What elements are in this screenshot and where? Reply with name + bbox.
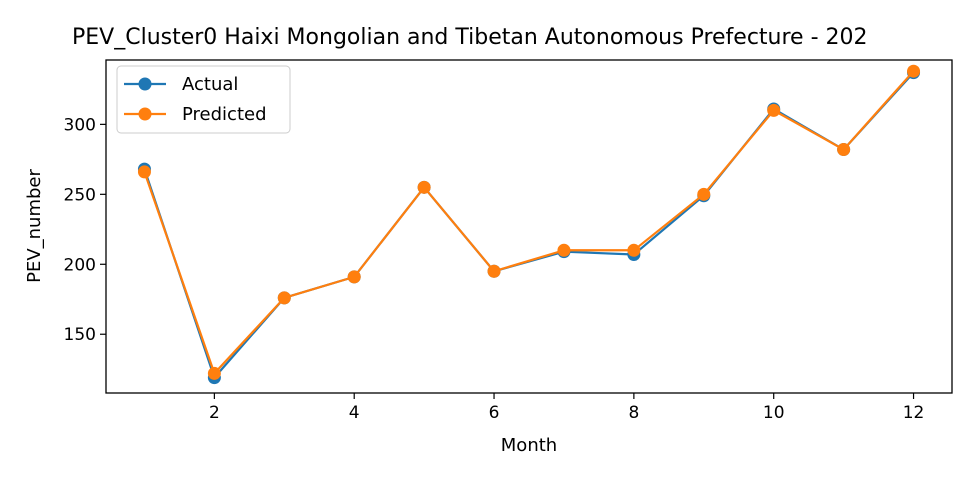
legend-predicted-label: Predicted [182, 104, 267, 125]
predicted-point [277, 291, 291, 305]
predicted-point [137, 165, 151, 179]
x-tick-label: 2 [209, 403, 220, 423]
plot-area [137, 64, 921, 385]
y-axis-label: PEV_number [24, 169, 45, 283]
predicted-point [697, 187, 711, 201]
y-tick-label: 300 [64, 115, 96, 135]
predicted-point [347, 270, 361, 284]
predicted-point [487, 264, 501, 278]
y-tick-label: 250 [64, 185, 96, 205]
legend-frame [116, 65, 291, 134]
legend-actual-marker [138, 77, 152, 91]
x-tick-label: 12 [903, 403, 925, 423]
predicted-point [767, 103, 781, 117]
x-tick-label: 8 [628, 403, 639, 423]
x-axis-label: Month [501, 435, 557, 456]
chart-title: PEV_Cluster0 Haixi Mongolian and Tibetan… [72, 25, 868, 50]
y-tick-label: 200 [64, 255, 96, 275]
predicted-point [207, 366, 221, 380]
x-tick-label: 6 [489, 403, 500, 423]
predicted-series-line [143, 70, 915, 375]
predicted-point [417, 180, 431, 194]
legend-predicted-marker [138, 107, 152, 121]
y-tick-label: 150 [64, 325, 96, 345]
x-tick-label: 4 [349, 403, 360, 423]
x-axis-ticks: 2 4 6 8 10 12 [209, 393, 924, 423]
predicted-point [627, 243, 641, 257]
x-tick-label: 10 [763, 403, 785, 423]
predicted-point [907, 64, 921, 78]
legend: Actual Predicted [116, 65, 291, 134]
predicted-point [557, 243, 571, 257]
y-axis-ticks: 150 200 250 300 [64, 115, 106, 345]
legend-actual-label: Actual [182, 74, 238, 95]
plot-frame [105, 59, 953, 394]
predicted-point [837, 143, 851, 157]
